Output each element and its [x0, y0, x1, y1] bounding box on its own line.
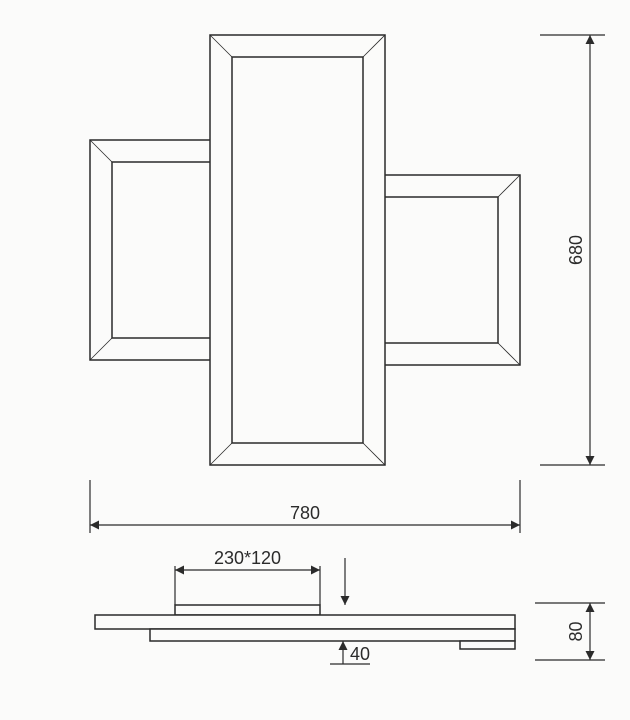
- top-view: [90, 35, 520, 465]
- dim-thickness: 40: [350, 644, 370, 664]
- mount-plate: [175, 605, 320, 615]
- profile-lower: [150, 629, 515, 641]
- dim-mount: 230*120: [214, 548, 281, 568]
- dim-height-top: 680: [566, 235, 586, 265]
- dim-width-top: 780: [290, 503, 320, 523]
- side-view: 230*120 40 80: [95, 548, 605, 664]
- dim-height-side: 80: [566, 621, 586, 641]
- profile-upper: [95, 615, 515, 629]
- frame-center: [210, 35, 385, 465]
